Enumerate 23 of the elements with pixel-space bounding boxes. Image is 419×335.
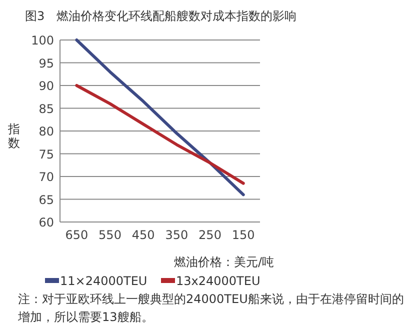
y-tick-label: 60: [38, 216, 54, 230]
x-tick-label: 250: [198, 228, 222, 242]
text: 注：对于亚欧环线上一艘典型的24000TEU船来说，由于在港停留时间的增加，所以需要13艘船。: [18, 291, 405, 326]
legend-label: 11×24000TEU: [60, 274, 148, 288]
x-tick-label: 350: [165, 228, 188, 242]
x-tick-label: 650: [65, 228, 88, 242]
y-tick-label: 95: [38, 56, 54, 70]
legend-label: 13x24000TEU: [176, 274, 260, 288]
y-tick-label: 100: [31, 34, 54, 48]
line-series: [75, 84, 245, 185]
x-tick-label: 550: [98, 228, 122, 242]
y-tick-label: 90: [38, 79, 54, 93]
line-series: [75, 38, 245, 196]
y-tick-label: 75: [38, 147, 54, 162]
y-axis-title: 指数: [7, 122, 20, 150]
x-tick-label: 450: [132, 228, 155, 242]
x-tick-label: 150: [232, 228, 255, 242]
y-tick-label: 80: [38, 124, 54, 138]
chart-title: 图3 燃油价格变化环线配船艘数对成本指数的影响: [25, 9, 297, 23]
y-tick-label: 70: [38, 170, 54, 184]
y-tick-label: 65: [38, 192, 54, 207]
x-axis-title: 燃油价格：美元/吨: [174, 255, 274, 269]
y-tick-label: 85: [38, 102, 54, 116]
